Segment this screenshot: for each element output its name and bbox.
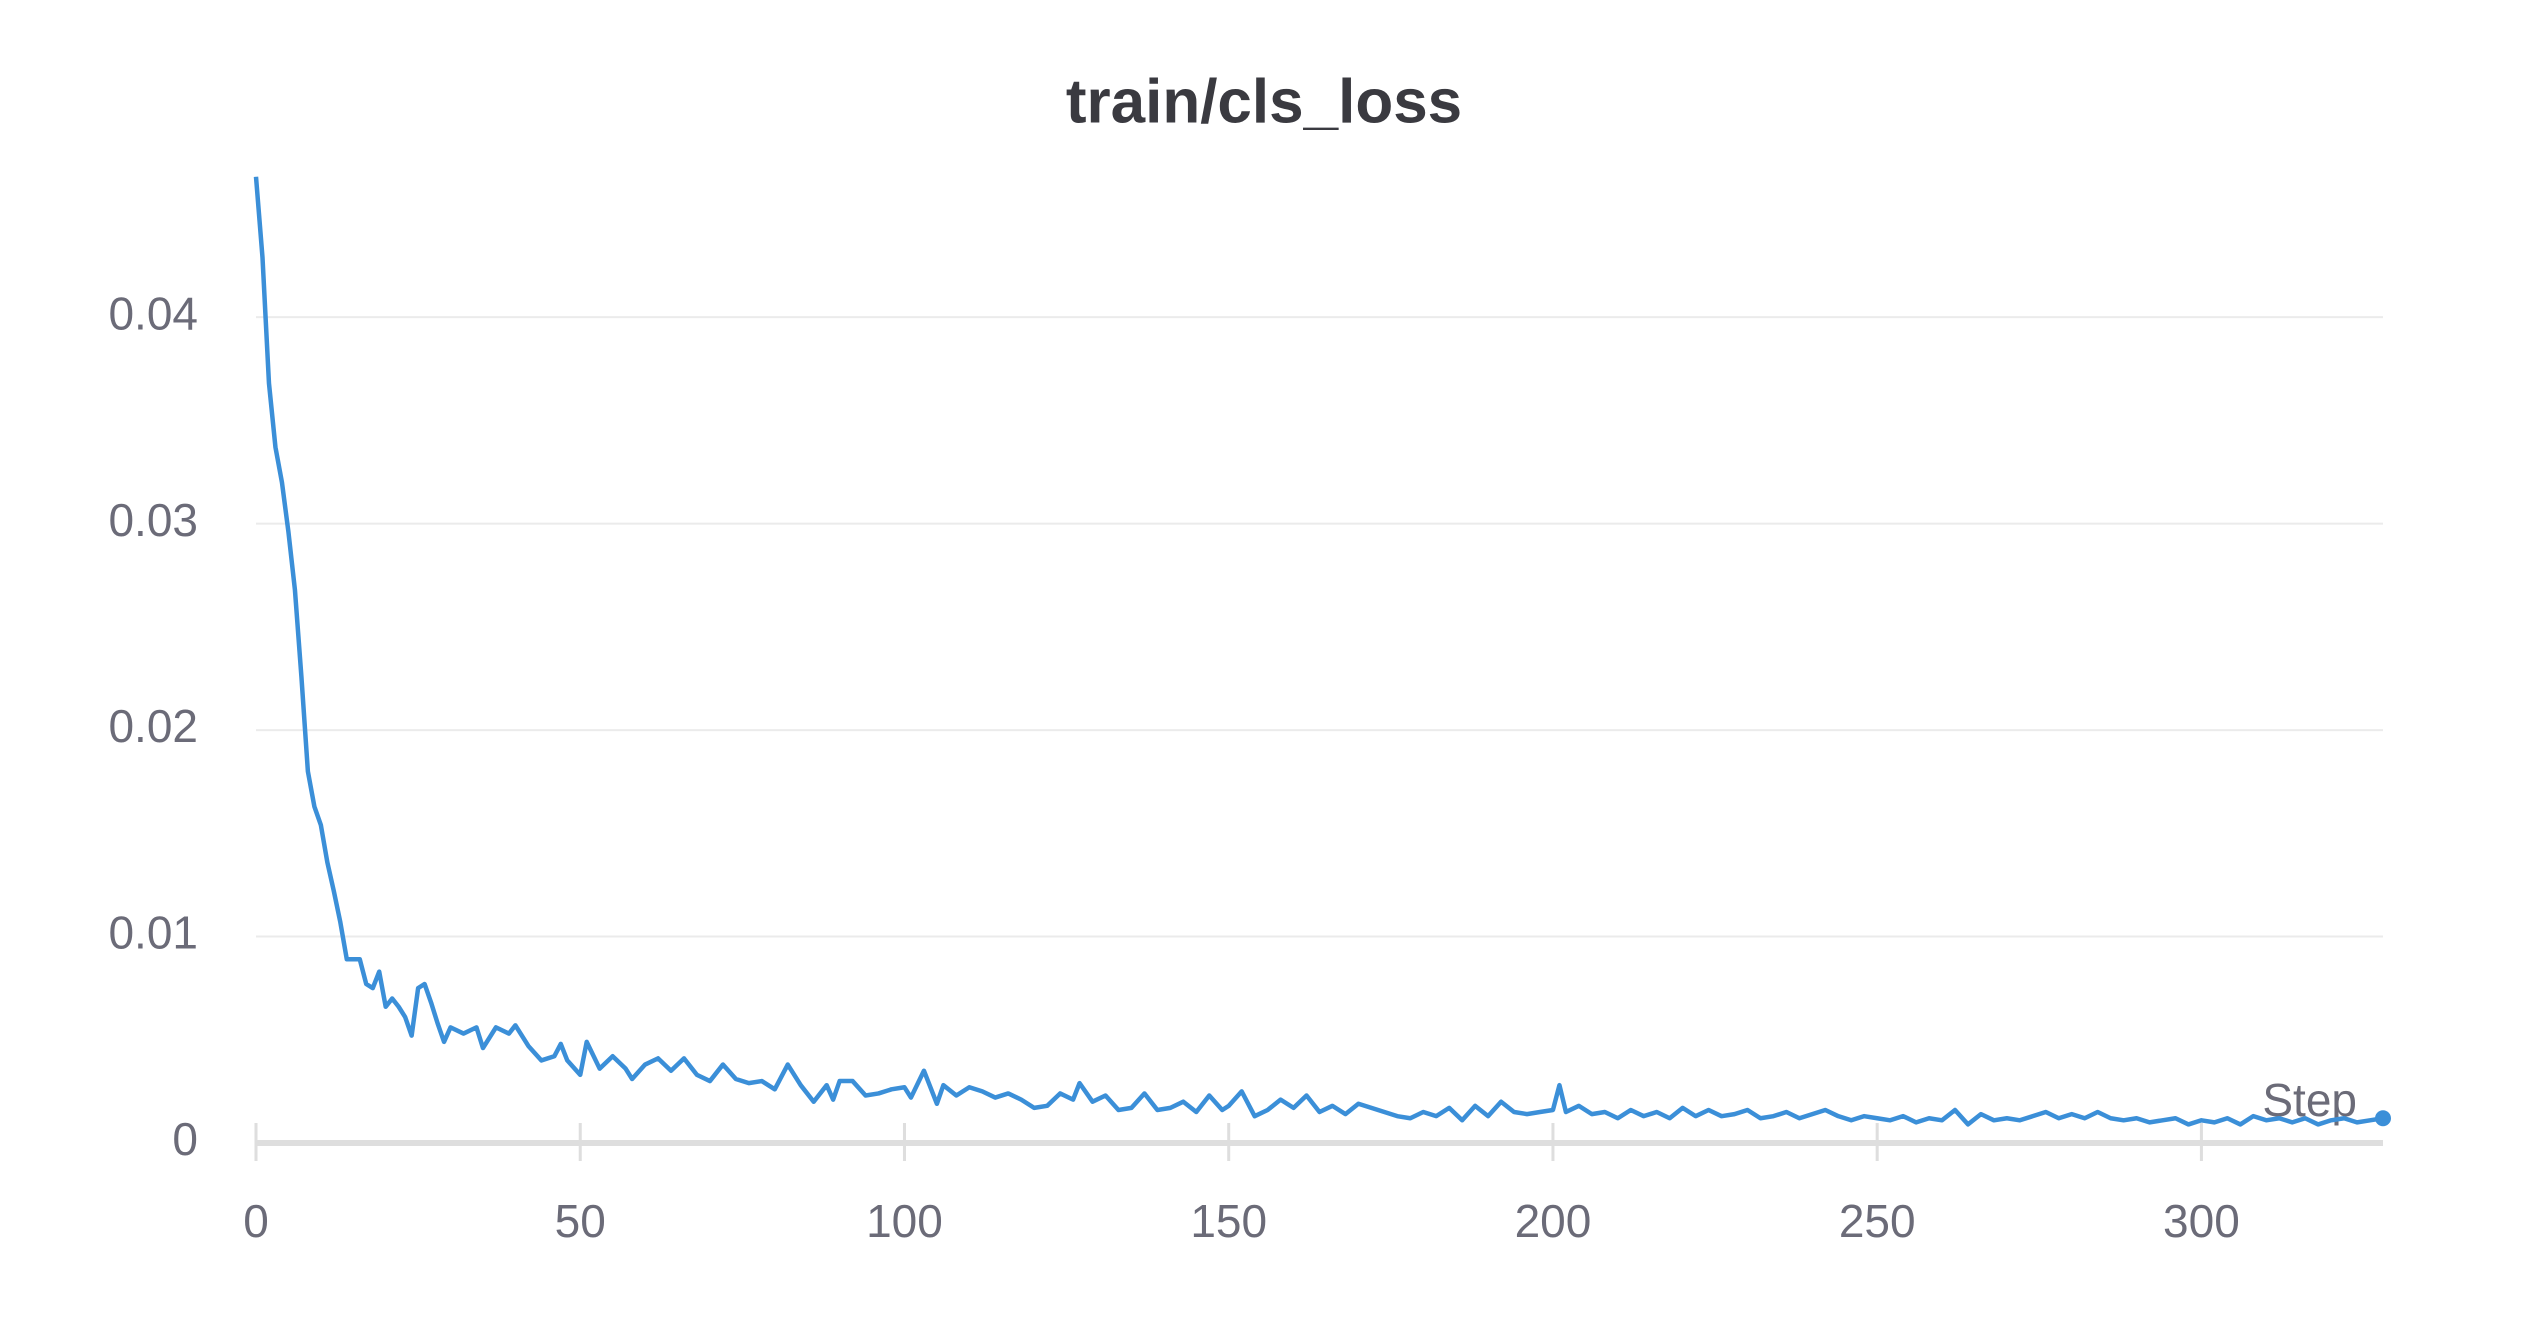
x-tick-label: 150: [1190, 1195, 1267, 1247]
data-line: [253, 176, 2384, 1127]
x-tick-label: 50: [555, 1195, 606, 1247]
x-tick-label: 0: [243, 1195, 269, 1247]
x-tick-label: 200: [1515, 1195, 1592, 1247]
y-tick-label: 0.03: [108, 494, 198, 546]
chart-title: train/cls_loss: [1066, 67, 1462, 136]
y-tick-label: 0.01: [108, 907, 198, 959]
y-tick-label: 0.04: [108, 287, 198, 339]
y-tick-label: 0.02: [108, 700, 198, 752]
end-point: [2375, 1110, 2391, 1127]
x-tick-label: 250: [1839, 1195, 1916, 1247]
x-tick-label: 300: [2163, 1195, 2240, 1247]
x-tick-label: 100: [866, 1195, 943, 1247]
y-tick-label: 0: [172, 1113, 198, 1165]
